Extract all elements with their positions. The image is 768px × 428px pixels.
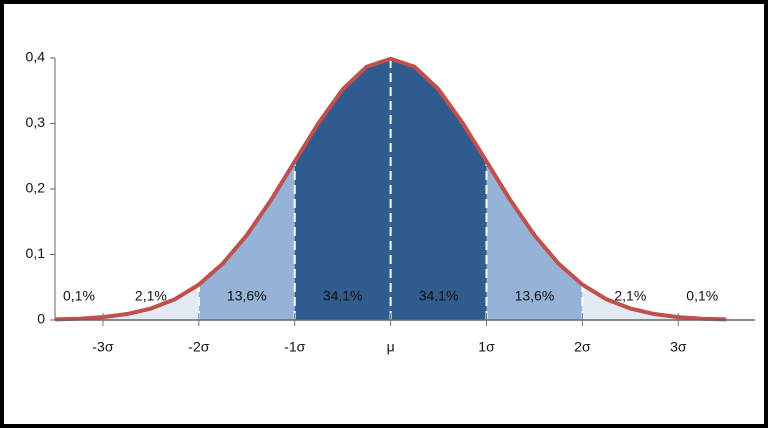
region [102,284,199,320]
region-label: 0,1% [63,288,95,304]
y-tick-label: 0 [37,311,45,327]
region-label: 13,6% [515,288,555,304]
x-tick-label: 1σ [478,339,495,355]
x-tick-label: 2σ [574,339,591,355]
y-tick-label: 0,4 [26,49,46,65]
x-tick-label: -1σ [284,339,305,355]
region-label: 13,6% [227,288,267,304]
y-tick-label: 0,1 [26,245,46,261]
region-label: 34,1% [323,288,363,304]
region-label: 2,1% [135,288,167,304]
x-tick-label: -3σ [92,339,113,355]
region-label: 2,1% [614,288,646,304]
y-tick-label: 0,3 [26,114,46,130]
region-label: 34,1% [419,288,459,304]
y-tick-label: 0,2 [26,180,46,196]
x-tick-label: 3σ [670,339,687,355]
x-tick-label: μ [387,339,395,355]
region-label: 0,1% [686,288,718,304]
region [582,284,679,320]
x-tick-label: -2σ [188,339,209,355]
density-curve [54,56,727,322]
